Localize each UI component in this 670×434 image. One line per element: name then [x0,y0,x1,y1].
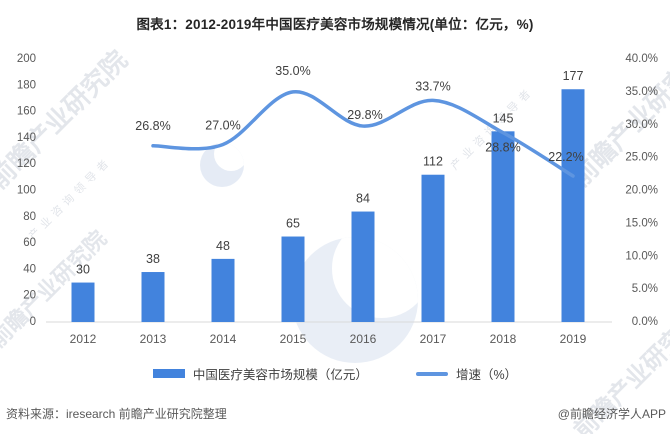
line-value-label: 27.0% [205,118,240,132]
bar-value-label: 84 [356,192,370,206]
bar-value-label: 177 [563,69,584,83]
x-axis-label: 2019 [560,332,587,346]
left-axis-tick: 120 [17,158,36,170]
legend-item-growth-rate: 增速（%） [415,364,518,383]
bar-value-label: 48 [216,239,230,253]
bar-2016 [351,211,375,322]
left-axis-tick: 200 [17,53,36,65]
growth-rate-line [151,90,575,178]
left-axis-tick: 140 [17,132,36,144]
x-axis-label: 2012 [70,332,97,346]
left-axis-tick: 100 [17,185,36,197]
bar-2018 [491,131,515,322]
right-axis-tick: 15.0% [625,217,658,229]
right-axis-tick: 35.0% [625,86,658,98]
chart-title: 图表1：2012-2019年中国医疗美容市场规模情况(单位：亿元，%) [136,17,534,32]
right-axis-tick: 20.0% [625,185,658,197]
left-axis-tick: 60 [23,237,36,249]
bar-swatch-icon [152,369,185,378]
line-value-label: 29.8% [347,108,382,122]
right-axis-tick: 10.0% [625,250,658,262]
line-value-label: 26.8% [135,119,170,133]
legend: 中国医疗美容市场规模（亿元） 增速（%） [0,364,670,383]
legend-label-growth-rate: 增速（%） [455,368,518,382]
bar-2014 [211,258,235,322]
bar-2012 [71,282,95,322]
x-axis-label: 2013 [140,332,167,346]
left-axis-tick: 20 [23,290,36,302]
left-axis-tick: 180 [17,79,36,91]
right-axis-tick: 30.0% [625,119,658,131]
line-swatch-icon [415,371,448,376]
line-value-label: 22.2% [548,150,583,164]
bar-value-label: 112 [423,155,443,169]
right-axis-tick: 0.0% [632,316,658,328]
right-axis-tick: 40.0% [625,53,658,65]
credit-note: @前瞻经济学人APP [557,407,666,421]
x-axis-label: 2017 [420,332,447,346]
x-axis-label: 2016 [350,332,377,346]
bar-2015 [281,236,305,322]
x-axis-label: 2014 [210,332,237,346]
left-axis-tick: 40 [23,263,36,275]
bar-value-label: 65 [286,217,300,231]
bar-value-label: 30 [76,263,90,277]
left-axis-tick: 80 [23,211,36,223]
bar-2017 [421,174,445,322]
bar-2013 [141,272,165,322]
source-note: 资料来源：iresearch 前瞻产业研究院整理 [6,407,227,421]
x-axis-label: 2018 [490,332,517,346]
legend-item-market-size: 中国医疗美容市场规模（亿元） [152,364,368,383]
line-value-label: 33.7% [415,79,450,93]
bar-2019 [561,89,585,323]
legend-label-market-size: 中国医疗美容市场规模（亿元） [192,368,368,382]
line-value-label: 28.8% [485,141,520,155]
right-axis-tick: 25.0% [625,152,658,164]
bar-value-label: 145 [493,111,514,125]
left-axis-tick: 0 [30,316,36,328]
x-axis-label: 2015 [280,332,307,346]
left-axis-tick: 160 [17,106,36,118]
line-value-label: 35.0% [275,64,310,78]
right-axis-tick: 5.0% [632,283,658,295]
bar-value-label: 38 [146,252,160,266]
